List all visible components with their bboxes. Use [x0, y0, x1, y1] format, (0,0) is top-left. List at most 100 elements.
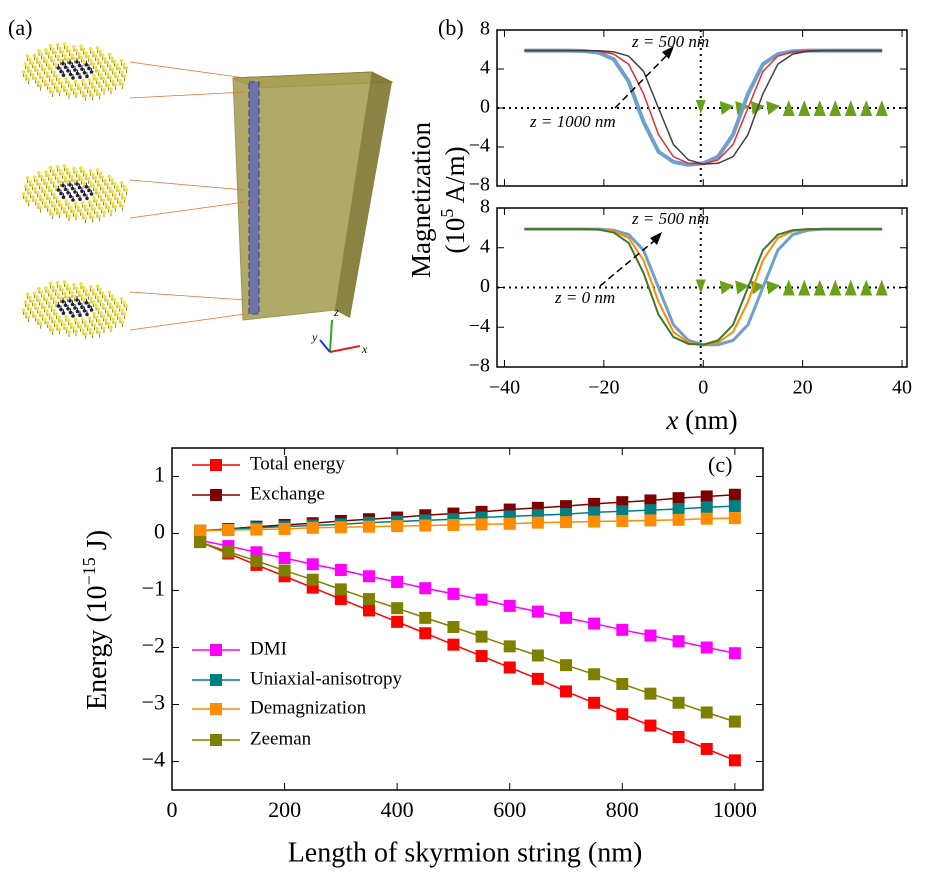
spin-head	[63, 187, 68, 191]
spin-head	[46, 289, 51, 294]
spin-head	[79, 44, 83, 48]
spin-head	[108, 197, 113, 202]
spin-head	[68, 61, 72, 65]
spin-head	[53, 289, 58, 293]
spin-head	[51, 59, 56, 63]
spin-head	[52, 320, 57, 324]
spin-head	[48, 324, 52, 329]
zoom-line	[129, 91, 246, 99]
spin-head	[52, 82, 57, 86]
spin-head	[51, 181, 56, 185]
spin-head	[113, 193, 117, 197]
y-tick-label: 4	[480, 57, 490, 79]
marker	[588, 696, 601, 709]
spin-head	[101, 187, 105, 191]
spin-head	[98, 61, 103, 65]
marker	[503, 599, 516, 612]
spin-head	[39, 290, 44, 295]
spin-head	[110, 56, 114, 60]
spin-head	[78, 325, 83, 329]
axis-arrow	[329, 319, 333, 353]
spin-head	[35, 295, 39, 299]
marker	[194, 524, 207, 537]
spin-marker	[813, 100, 826, 116]
spin-head	[107, 52, 112, 57]
marker	[475, 518, 488, 531]
spin-head	[97, 81, 101, 85]
spin-head	[70, 53, 74, 57]
spin-head	[49, 177, 53, 181]
spin-head	[84, 63, 89, 67]
spin-head	[64, 88, 69, 93]
spin-head	[90, 93, 95, 97]
spin-marker	[735, 280, 750, 295]
marker	[560, 685, 572, 698]
spin-head	[48, 165, 53, 170]
marker	[531, 516, 544, 529]
spin-head	[62, 164, 67, 168]
spin-head	[33, 65, 37, 69]
spin-head	[24, 311, 28, 316]
marker	[503, 517, 516, 530]
marker	[306, 558, 319, 571]
spin-head	[50, 316, 54, 321]
spin-marker	[860, 279, 873, 296]
spin-head	[23, 62, 28, 66]
y-axis-label: (105 A/m)	[437, 146, 470, 253]
spin-head	[80, 79, 85, 83]
spin-head	[44, 286, 48, 290]
marker	[363, 570, 375, 583]
spin-head	[21, 70, 26, 74]
spin-head	[28, 191, 33, 195]
spin-head	[91, 50, 95, 55]
spin-head	[81, 169, 86, 174]
marker	[363, 604, 375, 617]
spin-head	[115, 63, 119, 67]
spin-head	[77, 52, 81, 56]
spin-head	[89, 180, 93, 185]
spin-head	[103, 57, 107, 61]
y-tick-label: −8	[469, 355, 490, 377]
spin-head	[55, 43, 60, 47]
spin-head	[109, 209, 113, 213]
marker	[306, 521, 319, 534]
spin-head	[75, 298, 79, 302]
spin-head	[91, 288, 95, 293]
spin-head	[21, 192, 26, 196]
spin-head	[89, 70, 94, 74]
spin-head	[82, 71, 87, 75]
y-tick-label: 8	[480, 18, 490, 40]
marker	[700, 501, 713, 514]
spin-head	[91, 172, 95, 177]
spin-head	[68, 299, 72, 303]
spin-head	[42, 178, 46, 182]
spin-head	[99, 206, 104, 211]
spin-head	[94, 303, 98, 308]
spin-head	[82, 193, 87, 197]
marker	[531, 649, 544, 662]
spin-head	[64, 315, 68, 319]
spin-head	[50, 328, 55, 332]
spin-head	[62, 323, 66, 327]
spin-head	[25, 54, 30, 58]
spin-head	[115, 313, 120, 317]
spin-head	[110, 305, 115, 310]
spin-head	[52, 70, 56, 75]
spin-head	[61, 195, 66, 199]
marker	[531, 605, 544, 618]
spin-head	[69, 322, 73, 326]
spin-head	[57, 315, 61, 320]
spin-head	[51, 297, 56, 301]
spin-head	[62, 85, 66, 89]
spin-head	[49, 55, 53, 59]
marker	[588, 668, 601, 681]
spin-head	[43, 317, 47, 322]
spin-head	[84, 185, 89, 189]
spin-head	[83, 216, 88, 220]
spin-head	[90, 331, 95, 336]
spin-head	[98, 183, 103, 187]
spin-head	[72, 56, 77, 61]
spin-head	[58, 180, 63, 184]
spin-head	[94, 315, 99, 320]
spin-head	[26, 199, 31, 203]
